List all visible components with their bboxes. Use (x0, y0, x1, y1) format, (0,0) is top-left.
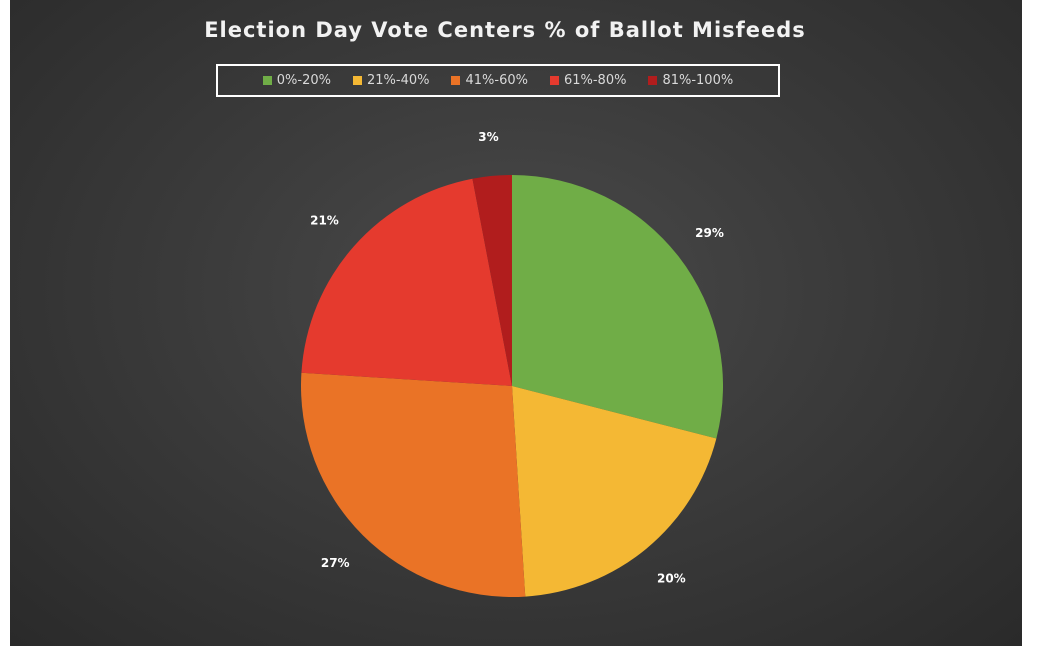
pie-chart: 29% 20% 27% 21% 3% (301, 130, 724, 597)
slice-label-0: 29% (695, 226, 724, 240)
legend-item-3: 61%-80% (549, 73, 627, 88)
legend-item-1: 21%-40% (353, 73, 429, 88)
pie-slice-1 (512, 386, 717, 597)
legend-item-4: 81%-100% (648, 73, 733, 88)
slice-label-4: 3% (478, 130, 498, 144)
legend-label-0: 0%-20% (276, 73, 331, 88)
slice-label-2: 27% (321, 556, 350, 570)
slice-label-1: 20% (657, 572, 686, 586)
legend-swatch-1 (353, 76, 362, 85)
legend-item-2: 41%-60% (451, 73, 528, 88)
legend-label-2: 41%-60% (465, 73, 528, 88)
legend-item-0: 0%-20% (262, 73, 331, 88)
legend-swatch-2 (451, 76, 461, 85)
legend-swatch-3 (549, 76, 559, 85)
chart-area: Election Day Vote Centers % of Ballot Mi… (10, 0, 1022, 646)
chart-legend: 0%-20% 21%-40% 41%-60% 61%-80% 81%-100% (216, 64, 780, 97)
pie-slice-0 (512, 175, 724, 439)
legend-swatch-0 (262, 76, 272, 85)
slice-label-3: 21% (310, 214, 339, 228)
chart-title: Election Day Vote Centers % of Ballot Mi… (204, 18, 806, 42)
pie-slice-3 (301, 178, 512, 386)
pie-slice-2 (301, 372, 526, 597)
legend-label-1: 21%-40% (367, 73, 430, 88)
legend-swatch-4 (648, 76, 658, 85)
legend-label-3: 61%-80% (563, 73, 627, 88)
pie-slice-4 (472, 175, 512, 386)
legend-label-4: 81%-100% (662, 73, 734, 88)
